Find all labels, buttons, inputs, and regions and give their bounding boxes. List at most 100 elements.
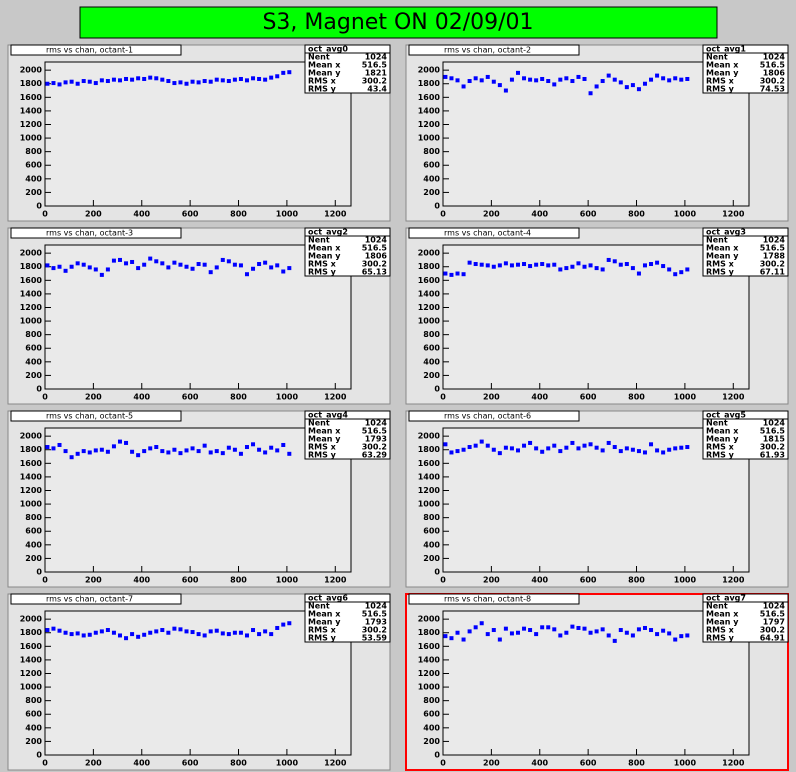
y-tick-label: 1800 xyxy=(20,445,43,454)
stats-value: 1793 xyxy=(365,435,387,444)
stats-name: oct_avg0 xyxy=(308,45,348,54)
stats-label: Mean y xyxy=(308,435,341,444)
stats-label: Nent xyxy=(308,236,330,245)
stats-label: Nent xyxy=(706,419,728,428)
point xyxy=(485,443,490,448)
point xyxy=(142,262,147,267)
stats-value: 1024 xyxy=(365,53,388,62)
point xyxy=(528,77,533,82)
point xyxy=(196,262,201,267)
y-tick-label: 1800 xyxy=(20,628,43,637)
point xyxy=(642,625,647,630)
point xyxy=(251,442,256,447)
stats-value: 1806 xyxy=(763,69,786,78)
point xyxy=(473,625,478,630)
point xyxy=(455,271,460,276)
stats-label: Nent xyxy=(308,602,330,611)
point xyxy=(178,80,183,85)
stats-value: 516.5 xyxy=(362,61,388,70)
y-tick-label: 0 xyxy=(36,385,42,394)
point xyxy=(600,267,605,272)
stats-label: RMS y xyxy=(706,85,735,94)
stats-value: 1788 xyxy=(763,252,786,261)
stats-value: 67.11 xyxy=(760,268,786,277)
point xyxy=(202,79,207,84)
y-tick-label: 0 xyxy=(36,202,42,211)
x-tick-label: 1000 xyxy=(674,576,697,585)
y-tick-label: 200 xyxy=(25,737,42,746)
y-tick-label: 600 xyxy=(25,161,42,170)
point xyxy=(642,81,647,86)
stats-label: Nent xyxy=(706,53,728,62)
point xyxy=(461,84,466,89)
stats-value: 300.2 xyxy=(362,260,387,269)
point xyxy=(136,266,141,271)
x-tick-label: 400 xyxy=(531,210,548,219)
point xyxy=(281,269,286,274)
point xyxy=(45,445,50,450)
x-tick-label: 600 xyxy=(182,576,199,585)
y-tick-label: 1200 xyxy=(418,120,441,129)
point xyxy=(479,262,484,267)
point xyxy=(202,443,207,448)
y-tick-label: 2000 xyxy=(20,66,43,75)
frame xyxy=(442,610,750,756)
point xyxy=(636,87,641,92)
stats-value: 1793 xyxy=(365,618,387,627)
stats-label: RMS x xyxy=(308,77,337,86)
pad-title: rms vs chan, octant-7 xyxy=(46,595,133,604)
point xyxy=(275,625,280,630)
y-tick-label: 1400 xyxy=(418,289,441,298)
y-tick-label: 600 xyxy=(423,344,440,353)
pad: 0 200 400 600 800 1000 1200 1400 1600 1800 2000 0 20… xyxy=(7,410,391,588)
point xyxy=(534,262,539,267)
point xyxy=(196,449,201,454)
point xyxy=(154,445,159,450)
point xyxy=(287,266,292,271)
stats-value: 63.29 xyxy=(362,451,388,460)
point xyxy=(214,449,219,454)
stats-value: 65.13 xyxy=(362,268,387,277)
point xyxy=(649,262,654,267)
stats-value: 516.5 xyxy=(362,244,388,253)
point xyxy=(485,263,490,268)
y-tick-label: 1000 xyxy=(20,134,43,143)
point xyxy=(552,443,557,448)
y-tick-label: 2000 xyxy=(20,615,43,624)
y-tick-label: 1600 xyxy=(20,93,43,102)
y-tick-label: 1400 xyxy=(20,106,43,115)
y-tick-label: 200 xyxy=(423,737,440,746)
stats-value: 516.5 xyxy=(760,244,786,253)
point xyxy=(69,455,74,460)
canvas-title: S3, Magnet ON 02/09/01 xyxy=(262,10,533,35)
stats-label: RMS y xyxy=(308,634,337,643)
stats-value: 300.2 xyxy=(760,77,785,86)
point xyxy=(618,449,623,454)
stats-value: 1024 xyxy=(763,419,786,428)
point xyxy=(75,631,80,636)
x-tick-label: 1000 xyxy=(674,759,697,768)
point xyxy=(522,262,527,267)
point xyxy=(124,636,129,641)
pad: 0 200 400 600 800 1000 1200 1400 1600 1800 2000 0 20… xyxy=(405,44,789,222)
x-tick-label: 0 xyxy=(440,576,446,585)
point xyxy=(515,262,520,267)
x-tick-label: 200 xyxy=(483,393,500,402)
y-tick-label: 1400 xyxy=(418,472,441,481)
point xyxy=(117,439,122,444)
point xyxy=(57,628,62,633)
point xyxy=(582,443,587,448)
point xyxy=(558,633,563,638)
point xyxy=(467,260,472,265)
point xyxy=(570,440,575,445)
point xyxy=(685,633,690,638)
point xyxy=(630,633,635,638)
pad-title: rms vs chan, octant-8 xyxy=(444,595,531,604)
point xyxy=(600,79,605,84)
y-tick-label: 800 xyxy=(423,147,440,156)
stats-name: oct_avg3 xyxy=(706,228,746,237)
point xyxy=(582,626,587,631)
y-tick-label: 400 xyxy=(25,540,42,549)
point xyxy=(546,625,551,630)
point xyxy=(269,632,274,637)
